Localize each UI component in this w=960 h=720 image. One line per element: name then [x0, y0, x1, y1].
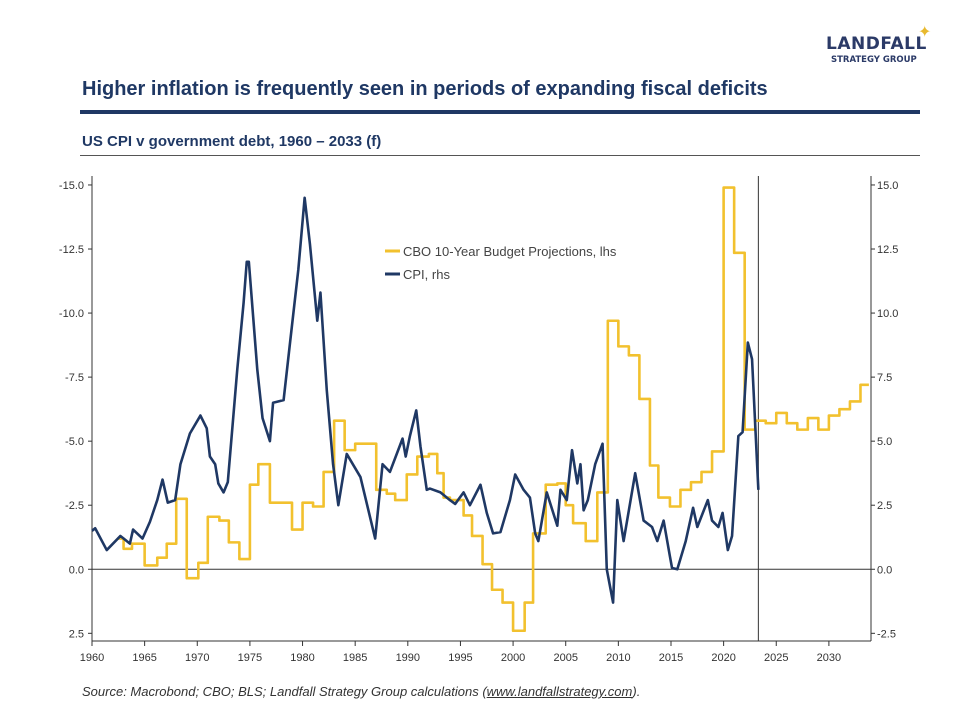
source-note: Source: Macrobond; CBO; BLS; Landfall St…	[82, 684, 640, 699]
right-y-tick-label: 12.5	[877, 244, 898, 256]
left-y-tick-label: -12.5	[59, 244, 84, 256]
source-link[interactable]: www.landfallstrategy.com	[486, 684, 633, 699]
right-y-tick-label: -2.5	[877, 628, 896, 640]
right-y-tick-label: 7.5	[877, 372, 892, 384]
x-tick-label: 1975	[238, 652, 262, 664]
right-y-tick-label: 10.0	[877, 308, 898, 320]
legend-label-cpi: CPI, rhs	[403, 267, 450, 282]
logo-subtext: STRATEGY GROUP	[831, 55, 917, 65]
x-tick-label: 1985	[343, 652, 367, 664]
left-y-tick-label: -15.0	[59, 180, 84, 192]
x-tick-label: 1995	[448, 652, 472, 664]
legend: CBO 10-Year Budget Projections, lhs CPI,…	[385, 244, 617, 282]
x-tick-label: 1980	[290, 652, 314, 664]
subtitle-divider	[80, 155, 920, 156]
right-y-tick-label: 5.0	[877, 436, 892, 448]
cbo-budget-line	[117, 186, 869, 633]
logo-text: LANDFALL	[826, 34, 927, 54]
series-lines	[91, 186, 869, 633]
star-icon: ✦	[918, 24, 932, 41]
right-y-tick-label: 2.5	[877, 500, 892, 512]
right-y-tick-label: 0.0	[877, 564, 892, 576]
chart-subtitle: US CPI v government debt, 1960 – 2033 (f…	[82, 133, 382, 150]
x-tick-label: 2010	[606, 652, 630, 664]
x-tick-label: 1970	[185, 652, 209, 664]
page-title: Higher inflation is frequently seen in p…	[82, 78, 768, 100]
x-tick-label: 1965	[132, 652, 156, 664]
left-y-tick-label: 2.5	[69, 628, 84, 640]
x-tick-label: 2020	[711, 652, 735, 664]
x-tick-label: 2025	[764, 652, 788, 664]
x-tick-label: 2005	[553, 652, 577, 664]
x-tick-label: 1990	[396, 652, 420, 664]
title-divider	[80, 110, 920, 114]
axes: 1960 1965 1970 1975 1980 1985 1990 1995 2000 2005…	[59, 176, 898, 664]
source-text: Source: Macrobond; CBO; BLS; Landfall St…	[82, 684, 487, 699]
left-y-tick-label: 0.0	[69, 564, 84, 576]
x-tick-label: 1960	[80, 652, 104, 664]
source-suffix: ).	[632, 684, 641, 699]
cpi-line	[91, 196, 760, 604]
left-y-tick-label: -7.5	[65, 372, 84, 384]
x-tick-label: 2015	[659, 652, 683, 664]
right-y-tick-label: 15.0	[877, 180, 898, 192]
left-y-tick-label: -10.0	[59, 308, 84, 320]
left-y-tick-label: -5.0	[65, 436, 84, 448]
x-tick-label: 2000	[501, 652, 525, 664]
x-tick-label: 2030	[817, 652, 841, 664]
legend-label-cbo: CBO 10-Year Budget Projections, lhs	[403, 244, 617, 259]
left-y-tick-label: -2.5	[65, 500, 84, 512]
